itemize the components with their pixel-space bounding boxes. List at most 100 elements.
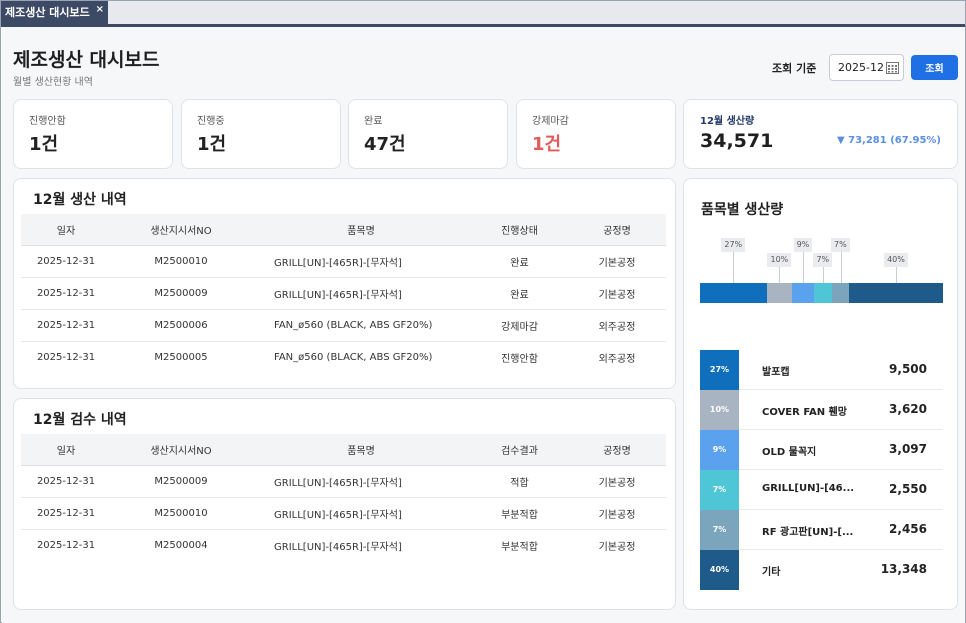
share-label-tick	[779, 267, 781, 283]
close-icon[interactable]: ×	[95, 4, 104, 15]
cell-item: GRILL[UN]-[465R]-[무자석]	[251, 497, 471, 530]
dashboard-main: 제조생산 대시보드 월별 생산현황 내역 조회 기준 2025-12 조회 진행…	[2, 27, 965, 623]
legend-row: 9% OLD 물꼭지 3,097	[700, 430, 943, 470]
stat-card-in-progress: 진행중 1건	[181, 99, 341, 169]
legend-row: 10% COVER FAN 휀망 3,620	[700, 390, 943, 430]
calendar-icon[interactable]	[886, 61, 899, 74]
legend-row: 7% RF 광고판[UN]-[... 2,456	[700, 510, 943, 550]
table-row[interactable]: 2025-12-31 M2500009 GRILL[UN]-[465R]-[무자…	[21, 465, 666, 498]
share-label: 7%	[813, 253, 833, 267]
column-header: 생산지시서NO	[111, 434, 251, 466]
cell-date: 2025-12-31	[36, 539, 96, 551]
column-header: 공정명	[568, 214, 666, 246]
item-legend: 27% 발포캡 9,500 10% COVER FAN 휀망 3,620 9% OLD 물꼭지…	[700, 350, 943, 590]
cell-item: GRILL[UN]-[465R]-[무자석]	[251, 245, 471, 278]
share-segment	[766, 283, 793, 303]
stat-card-not-started: 진행안함 1건	[13, 99, 173, 169]
table-row[interactable]: 2025-12-31 M2500010 GRILL[UN]-[465R]-[무자…	[21, 245, 666, 278]
legend-item-name: OLD 물꼭지	[762, 447, 817, 458]
stat-card-force-closed: 강제마감 1건	[516, 99, 676, 169]
column-header: 일자	[21, 214, 111, 246]
cell-process: 기본공정	[568, 277, 666, 310]
legend-item-value: 2,456	[889, 522, 927, 536]
cell-process: 외주공정	[568, 309, 666, 342]
legend-swatch: 7%	[700, 510, 739, 550]
stat-value: 47건	[364, 134, 406, 155]
cell-process: 기본공정	[568, 245, 666, 278]
share-segment	[831, 283, 850, 303]
month-value: 2025-12	[838, 61, 884, 74]
legend-row: 7% GRILL[UN]-[46... 2,550	[700, 470, 943, 510]
legend-item-value: 9,500	[889, 362, 927, 376]
share-label: 9%	[793, 238, 813, 252]
share-label-tick	[803, 252, 805, 283]
inspection-history-panel: 12월 검수 내역 일자 생산지시서NO 품목명 검수결과 공정명 2025-1…	[13, 398, 676, 610]
cell-item: FAN_ø560 (BLACK, ABS GF20%)	[251, 309, 471, 342]
legend-item-name: COVER FAN 휀망	[762, 407, 847, 418]
legend-row: 27% 발포캡 9,500	[700, 350, 943, 390]
item-production-title: 품목별 생산량	[701, 202, 784, 218]
column-header: 품목명	[251, 434, 471, 466]
stat-label: 진행중	[197, 116, 225, 127]
table-row[interactable]: 2025-12-31 M2500004 GRILL[UN]-[465R]-[무자…	[21, 529, 666, 561]
table-row[interactable]: 2025-12-31 M2500010 GRILL[UN]-[465R]-[무자…	[21, 497, 666, 530]
tab-dashboard[interactable]: 제조생산 대시보드 ×	[1, 1, 108, 24]
item-production-panel: 품목별 생산량 27% 10% 9% 7% 7% 40% 27% 발포캡 9,500 10% CO…	[683, 178, 958, 610]
cell-date: 2025-12-31	[21, 465, 111, 498]
legend-item-name: RF 광고판[UN]-[...	[762, 527, 854, 538]
query-button[interactable]: 조회	[911, 55, 958, 80]
stat-label: 진행안함	[29, 116, 66, 127]
column-header: 검수결과	[471, 434, 568, 466]
cell-item: GRILL[UN]-[465R]-[무자석]	[274, 541, 402, 553]
production-delta: ▼ 73,281 (67.95%)	[836, 135, 941, 146]
cell-date: 2025-12-31	[21, 245, 111, 278]
legend-swatch: 7%	[700, 470, 739, 510]
legend-item-value: 3,097	[889, 442, 927, 456]
stat-label: 완료	[364, 116, 383, 127]
table-header-row: 일자 생산지시서NO 품목명 진행상태 공정명	[21, 214, 666, 246]
table-header-row: 일자 생산지시서NO 품목명 검수결과 공정명	[21, 434, 666, 466]
table-row[interactable]: 2025-12-31 M2500009 GRILL[UN]-[465R]-[무자…	[21, 277, 666, 310]
cell-result: 부분적합	[501, 541, 538, 553]
stat-value: 1건	[29, 134, 59, 155]
cell-status: 완료	[471, 245, 568, 278]
cell-process: 외주공정	[598, 353, 636, 365]
share-label: 10%	[767, 253, 792, 267]
table-row[interactable]: 2025-12-31 M2500005 FAN_ø560 (BLACK, ABS…	[21, 341, 666, 373]
cell-process: 기본공정	[568, 465, 666, 498]
cell-date: 2025-12-31	[21, 277, 111, 310]
cell-result: 부분적합	[471, 497, 568, 530]
cell-date: 2025-12-31	[21, 309, 111, 342]
stat-label: 강제마감	[532, 116, 569, 127]
cell-item: GRILL[UN]-[465R]-[무자석]	[251, 465, 471, 498]
cell-order-no: M2500009	[111, 465, 251, 498]
share-label-tick	[822, 267, 824, 283]
production-history-title: 12월 생산 내역	[33, 192, 127, 208]
legend-swatch: 27%	[700, 350, 739, 390]
column-header: 공정명	[568, 434, 666, 466]
legend-item-value: 2,550	[889, 482, 927, 496]
cell-item: GRILL[UN]-[465R]-[무자석]	[251, 277, 471, 310]
cell-date: 2025-12-31	[21, 497, 111, 530]
stat-card-complete: 완료 47건	[348, 99, 508, 169]
cell-process: 기본공정	[598, 541, 636, 553]
share-label-tick	[896, 267, 898, 283]
column-header: 일자	[21, 434, 111, 466]
production-table: 일자 생산지시서NO 품목명 진행상태 공정명 2025-12-31 M2500…	[21, 214, 666, 373]
legend-item-name: 발포캡	[762, 367, 790, 378]
cell-order-no: M2500006	[111, 309, 251, 342]
cell-process: 기본공정	[568, 497, 666, 530]
tab-label: 제조생산 대시보드	[5, 6, 90, 19]
legend-swatch: 10%	[700, 390, 739, 430]
stat-value: 1건	[532, 134, 562, 155]
legend-row: 40% 기타 13,348	[700, 550, 943, 590]
production-history-panel: 12월 생산 내역 일자 생산지시서NO 품목명 진행상태 공정명 2025-1…	[13, 178, 676, 389]
share-label: 27%	[721, 238, 746, 252]
share-segment	[849, 283, 943, 303]
inspection-table: 일자 생산지시서NO 품목명 검수결과 공정명 2025-12-31 M2500…	[21, 434, 666, 561]
tab-bar: 제조생산 대시보드 ×	[1, 1, 965, 27]
month-picker[interactable]: 2025-12	[829, 54, 904, 81]
column-header: 품목명	[251, 214, 471, 246]
item-share-bar: 27% 10% 9% 7% 7% 40%	[700, 238, 943, 303]
table-row[interactable]: 2025-12-31 M2500006 FAN_ø560 (BLACK, ABS…	[21, 309, 666, 342]
